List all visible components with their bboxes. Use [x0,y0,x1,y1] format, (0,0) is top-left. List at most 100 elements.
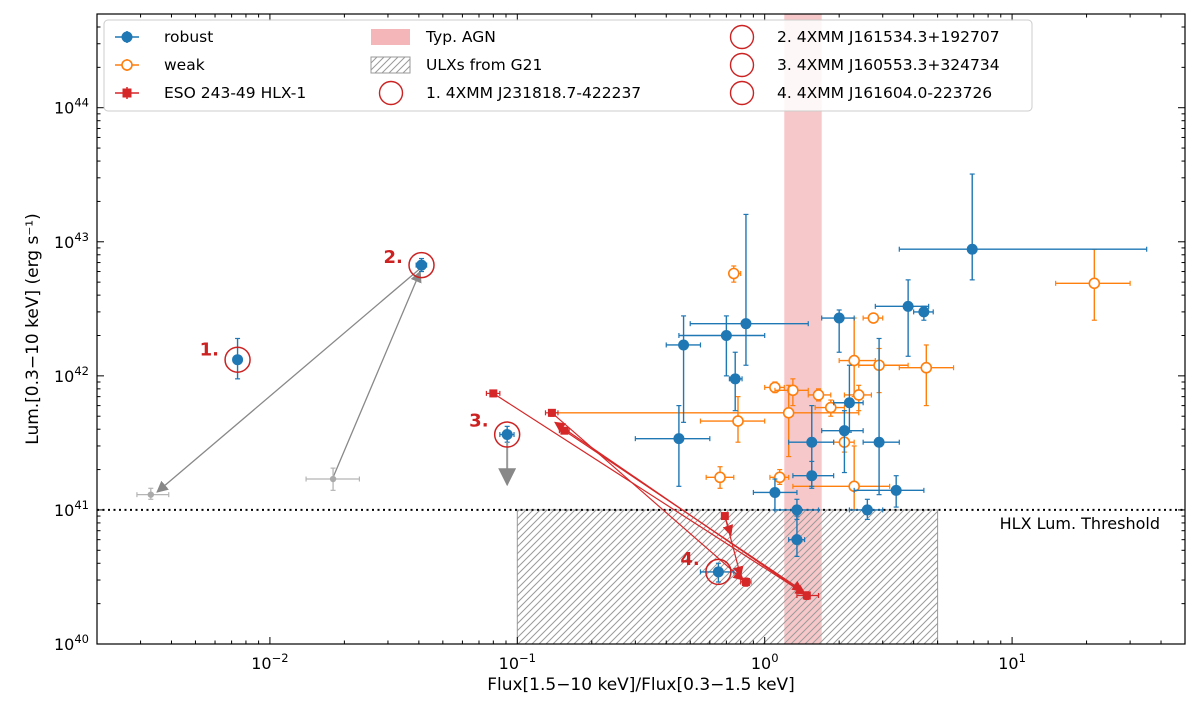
weak-point-13 [732,415,744,427]
robust-point-16-errorbar [853,475,925,508]
source-label-1: 1. [200,340,219,361]
hlx-point-6 [802,591,811,600]
weak-point-17-errorbar [792,445,891,511]
robust-point-9 [902,300,914,312]
weak-point-9 [812,389,825,401]
legend-agn-label: Typ. AGN [425,28,496,46]
legend-robust-marker [115,31,139,43]
robust-point-14 [806,470,818,482]
robust-point-20 [712,566,724,578]
robust-point-9-errorbar [874,279,930,357]
source-label-4: 4. [680,549,699,570]
robust-point-10 [918,306,930,318]
robust-point-1 [966,243,978,255]
hlx-arrow-4 [564,430,804,592]
data-layer [136,173,1148,601]
source-circle-3 [493,421,521,448]
robust-point-18 [861,504,873,516]
legend: robust weak ESO 243-49 HLX-1 Typ. AGN UL… [103,19,1033,112]
robust-point-3-errorbar [678,315,766,377]
weak-point-4 [848,354,860,367]
source-circle-4 [705,558,732,586]
hlx-point-3 [560,426,569,435]
x-tick-label-4: 101 [998,651,1026,673]
legend-src4-circle [729,80,755,106]
robust-point-6-errorbar [634,404,711,487]
weak-point-3 [867,312,880,324]
hlx-point-5 [741,578,750,587]
legend-hlx-label: ESO 243-49 HLX-1 [164,84,306,102]
legend-src2-circle [729,24,755,50]
robust-point-19 [791,534,803,546]
annotation-layer: 1. 2. 3. 4. [200,247,732,586]
weak-point-8 [787,384,799,397]
robust-point-8 [843,397,855,409]
weak-point-16 [773,471,786,484]
grey-arrow-1 [156,269,420,493]
legend-src1-circle [378,80,404,106]
robust-point-15 [769,486,781,498]
hlx-point-4 [720,512,729,521]
weak-point-2 [727,267,740,280]
y-tick-label-1: 1040 [54,632,89,654]
x-tick-label-1: 10−2 [251,651,288,673]
hlx-arrow-1 [493,392,807,595]
axis-layer: 10−2 10−1 100 101 1040 1041 1042 1043 1044 [54,14,1186,673]
legend-robust-label: robust [164,28,213,46]
legend-src3-circle [729,52,755,78]
legend-src3-label: 3. 4XMM J160553.3+324734 [777,56,1000,74]
weak-point-6 [920,361,933,374]
robust-point-22 [416,259,428,271]
x-axis-title: Flux[1.5−10 keV]/Flux[0.3−1.5 keV] [487,675,795,695]
weak-point-1 [1088,277,1101,290]
source-label-2: 2. [384,247,403,268]
legend-weak-marker [115,59,139,71]
legend-hlx-marker [115,87,139,99]
source-circle-1 [224,346,251,373]
y-tick-label-5: 1044 [54,96,89,118]
grey-point-1 [147,491,155,498]
legend-src4-label: 4. 4XMM J161604.0-223726 [777,84,992,102]
y-tick-label-2: 1041 [54,498,89,520]
robust-point-11 [838,425,850,437]
weak-point-10 [852,389,865,401]
robust-point-12 [806,436,818,448]
robust-point-23 [501,429,513,441]
robust-point-13 [873,436,885,448]
robust-point-6 [673,433,685,445]
hlx-point-1 [489,389,498,398]
robust-point-1-errorbar [898,173,1148,281]
robust-point-2-errorbar [665,315,702,423]
robust-point-21 [232,354,244,366]
threshold-label: HLX Lum. Threshold [1000,514,1160,533]
ulx-region [516,509,939,645]
hlx-arrow-3 [551,412,745,581]
legend-ulx-label: ULXs from G21 [426,56,542,74]
robust-point-3 [720,329,732,341]
legend-agn-swatch [371,29,410,45]
weak-point-12 [782,407,795,419]
source-label-3: 3. [469,411,488,432]
legend-src1-label: 1. 4XMM J231818.7-422237 [426,84,641,102]
legend-src2-label: 2. 4XMM J161534.3+192707 [777,28,1000,46]
y-axis-title: Lum.[0.3−10 keV] (erg s⁻¹) [23,213,43,444]
robust-point-5 [729,373,741,385]
legend-weak-label: weak [164,56,205,74]
y-tick-label-3: 1042 [54,364,89,386]
x-tick-label-3: 100 [751,651,779,673]
plot-frame [96,13,1186,645]
weak-point-11 [824,401,837,414]
grey-point-2 [329,475,337,483]
robust-point-7 [833,312,845,324]
source-circle-2 [408,251,435,279]
robust-point-17 [791,504,803,516]
robust-point-2 [678,339,690,351]
hlx-point-2 [547,408,556,417]
legend-ulx-swatch [370,56,411,74]
x-tick-label-2: 10−1 [499,651,536,673]
robust-point-4 [740,318,752,330]
weak-point-15 [714,471,726,484]
y-tick-label-4: 1043 [54,230,89,252]
weak-point-5-errorbar [858,347,909,394]
